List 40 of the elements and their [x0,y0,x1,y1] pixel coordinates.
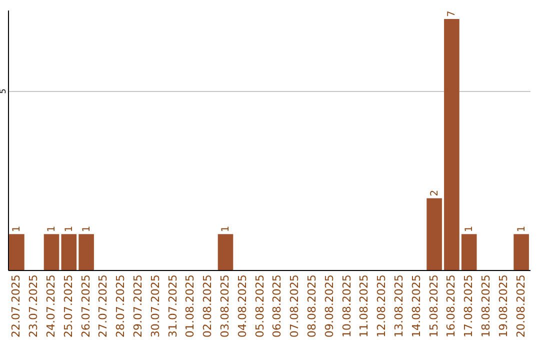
data-label: 7 [446,10,458,17]
x-tick-label: 28.07.2025 [114,274,128,338]
x-tick-label: 12.08.2025 [375,274,388,338]
data-label: 1 [12,226,23,232]
x-tick-label: 18.08.2025 [480,274,492,338]
x-tick-label: 19.08.2025 [496,274,510,338]
x-tick-label: 07.08.2025 [288,274,302,338]
data-label: 1 [64,226,75,232]
x-tick-label: 06.08.2025 [270,274,284,338]
x-tick-label: 14.08.2025 [410,274,423,338]
x-tick-label: 10.08.2025 [340,274,354,338]
x-tick-label: 20.08.2025 [514,274,528,338]
x-tick-label: 01.08.2025 [184,274,197,338]
data-label: 1 [464,226,476,232]
x-tick-label: 03.08.2025 [218,274,232,338]
x-tick-label: 15.08.2025 [427,274,440,338]
x-tick-label: 16.08.2025 [444,274,458,338]
x-tick-label: 13.08.2025 [392,274,406,338]
x-tick-label: 05.08.2025 [253,274,266,338]
x-tick-label: 29.07.2025 [132,274,144,338]
y-tick-label: 5 [0,88,8,94]
x-tick-label: 31.07.2025 [166,274,180,338]
x-tick-label: 25.07.2025 [62,274,75,338]
data-label: 1 [46,226,58,232]
x-tick-label: 02.08.2025 [201,274,214,338]
x-tick-label: 17.08.2025 [462,274,476,338]
x-tick-label: 08.08.2025 [306,274,318,338]
x-tick-label: 11.08.2025 [358,274,371,338]
data-label: 1 [81,226,92,232]
x-tick-label: 24.07.2025 [44,274,58,338]
x-tick-label: 04.08.2025 [236,274,249,338]
x-tick-label: 23.07.2025 [27,274,40,338]
data-label: 1 [516,226,528,232]
x-tick-label: 27.07.2025 [96,274,110,338]
x-tick-label: 22.07.2025 [10,274,23,338]
data-label: 2 [429,190,440,196]
data-label: 1 [220,226,232,232]
x-tick-label: 26.07.2025 [79,274,92,338]
x-tick-label: 09.08.2025 [322,274,336,338]
x-tick-label: 30.07.2025 [148,274,162,338]
